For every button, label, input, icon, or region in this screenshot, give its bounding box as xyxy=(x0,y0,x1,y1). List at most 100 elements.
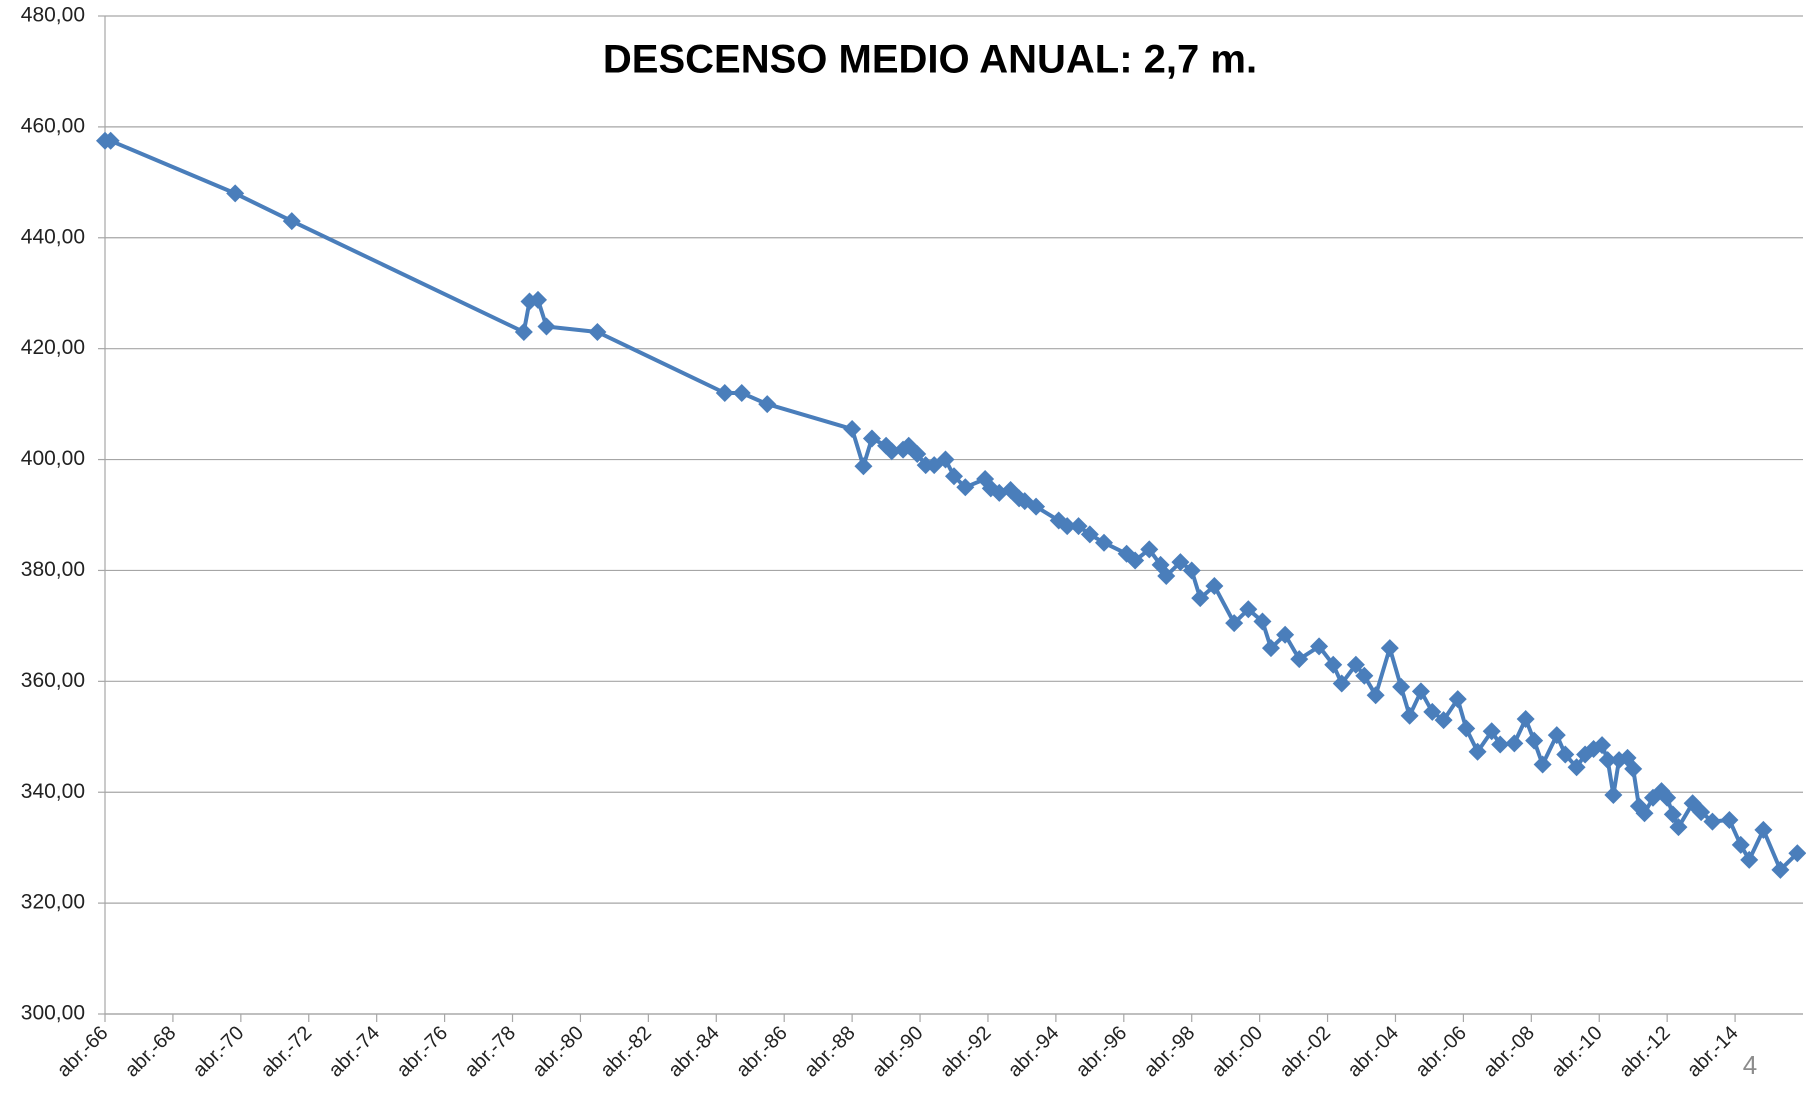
data-point xyxy=(1253,612,1272,631)
data-point xyxy=(1533,755,1552,774)
data-point xyxy=(758,395,777,414)
data-point xyxy=(1731,835,1750,854)
data-point xyxy=(854,457,873,476)
x-tick-label: abr.-14 xyxy=(1683,1022,1743,1082)
data-point xyxy=(1366,686,1385,705)
data-point xyxy=(945,467,963,486)
data-point xyxy=(1239,600,1258,619)
data-point xyxy=(1624,759,1643,778)
data-point xyxy=(715,384,734,403)
data-point xyxy=(1604,785,1623,804)
x-tick-label: abr.-86 xyxy=(732,1022,792,1082)
x-tick-label: abr.-78 xyxy=(460,1022,520,1082)
data-point xyxy=(1126,551,1145,570)
data-point xyxy=(514,323,533,342)
data-point xyxy=(1276,625,1295,644)
page-number: 4 xyxy=(1743,1050,1757,1080)
x-tick-label: abr.-00 xyxy=(1208,1022,1268,1082)
data-point xyxy=(1593,736,1612,755)
data-point xyxy=(732,384,751,403)
chart-title: DESCENSO MEDIO ANUAL: 2,7 m. xyxy=(603,38,1257,82)
y-tick-label: 340,00 xyxy=(21,780,85,803)
data-point xyxy=(1491,735,1510,754)
data-point xyxy=(1547,726,1566,745)
y-tick-label: 320,00 xyxy=(21,891,85,914)
y-tick-label: 420,00 xyxy=(21,336,85,359)
data-point xyxy=(1434,711,1453,730)
y-tick-label: 400,00 xyxy=(21,447,85,470)
x-tick-label: abr.-84 xyxy=(664,1022,724,1082)
x-tick-label: abr.-90 xyxy=(868,1022,928,1082)
data-point xyxy=(1482,722,1501,741)
x-tick-label: abr.-04 xyxy=(1343,1022,1403,1082)
x-tick-label: abr.-10 xyxy=(1547,1022,1607,1082)
data-point xyxy=(1720,810,1739,829)
grid xyxy=(98,15,1803,1022)
data-point xyxy=(936,450,955,469)
x-tick-label: abr.-02 xyxy=(1276,1022,1336,1082)
data-point xyxy=(588,323,607,342)
x-tick-label: abr.-08 xyxy=(1479,1022,1539,1082)
x-tick-label: abr.-88 xyxy=(800,1022,860,1082)
data-point xyxy=(1225,614,1244,633)
data-point xyxy=(1468,742,1487,761)
data-point xyxy=(1525,731,1544,750)
data-point xyxy=(1261,639,1280,658)
x-tick-label: abr.-76 xyxy=(393,1022,453,1082)
data-point xyxy=(1658,788,1677,807)
x-tick-label: abr.-74 xyxy=(325,1022,385,1082)
data-point xyxy=(882,442,901,461)
y-tick-label: 440,00 xyxy=(21,225,85,248)
data-point xyxy=(1598,751,1617,770)
data-point xyxy=(1505,734,1524,753)
data-point xyxy=(1457,719,1476,738)
x-tick-label: abr.-92 xyxy=(936,1022,996,1082)
x-tick-label: abr.-70 xyxy=(189,1022,249,1082)
data-point xyxy=(1058,517,1077,536)
data-point xyxy=(1663,805,1682,824)
x-tick-label: abr.-98 xyxy=(1140,1022,1200,1082)
data-point xyxy=(908,445,927,464)
x-tick-label: abr.-68 xyxy=(121,1022,181,1082)
data-point xyxy=(1205,576,1224,595)
data-point xyxy=(1324,655,1343,674)
data-point xyxy=(1392,677,1411,696)
data-point xyxy=(1310,637,1329,656)
y-tick-label: 300,00 xyxy=(21,1002,85,1025)
data-point xyxy=(1171,553,1190,572)
data-point xyxy=(528,290,547,309)
data-point xyxy=(1380,639,1399,658)
data-point xyxy=(1669,818,1688,837)
data-point xyxy=(1140,540,1159,559)
data-point xyxy=(282,212,301,231)
data-point xyxy=(956,478,975,497)
data-point xyxy=(1191,589,1210,608)
x-tick-label: abr.-96 xyxy=(1072,1022,1132,1082)
data-point xyxy=(1788,844,1806,863)
data-point xyxy=(1692,803,1711,822)
x-tick-label: abr.-72 xyxy=(257,1022,317,1082)
data-point xyxy=(1182,561,1201,580)
data-point xyxy=(843,420,862,439)
y-tick-label: 360,00 xyxy=(21,669,85,692)
data-point xyxy=(1027,497,1046,516)
data-point xyxy=(1556,745,1575,764)
data-point xyxy=(1400,706,1419,725)
data-point xyxy=(1332,674,1351,693)
data-point xyxy=(101,131,120,150)
data-point xyxy=(1355,666,1374,685)
data-point xyxy=(1567,758,1586,777)
data-point xyxy=(537,317,556,336)
data-point xyxy=(1448,690,1467,709)
y-tick-label: 380,00 xyxy=(21,558,85,581)
data-point xyxy=(1740,850,1759,869)
data-point xyxy=(1635,804,1654,823)
data-point xyxy=(1080,525,1099,544)
x-tick-label: abr.-82 xyxy=(596,1022,656,1082)
data-point xyxy=(1771,860,1790,879)
x-tick-label: abr.-06 xyxy=(1411,1022,1471,1082)
data-point xyxy=(1069,517,1088,536)
data-point xyxy=(1411,682,1430,701)
